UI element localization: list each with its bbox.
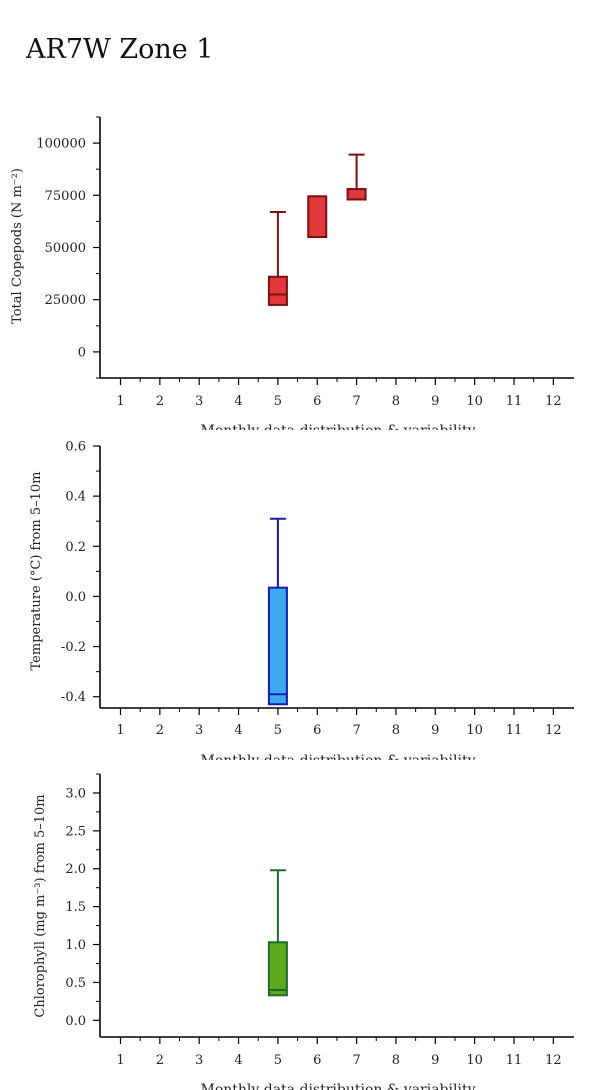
copepods-box	[346, 188, 367, 201]
copepods-y-label: Total Copepods (N m⁻²)	[10, 168, 25, 324]
copepods-xtick-label: 1	[116, 394, 124, 409]
chlorophyll-ytick-label: 0.5	[65, 976, 86, 991]
copepods-xtick-label: 7	[352, 394, 360, 409]
chlorophyll-ytick-label: 1.0	[65, 938, 86, 953]
temperature-box-chart: -0.4-0.20.00.20.40.61 2 3 4 5 6 7 8 9 10 11 12Tempe…	[29, 440, 574, 760]
chlorophyll-ytick-label: 3.0	[65, 786, 86, 801]
copepods-xtick-label: 9	[431, 394, 439, 409]
temperature-xtick-label: 11	[506, 723, 523, 738]
copepods-ytick-label: 50000	[45, 241, 86, 256]
chlorophyll-xtick-label: 12	[545, 1053, 562, 1068]
chlorophyll-xtick-label: 1	[116, 1053, 124, 1068]
temperature-chart-panel: -0.4 -0.2 0.0 0.2 0.4 0.6 1 2 3 4 5 6 7 8 9 10 11 12 Tempe…	[0, 432, 600, 760]
copepods-chart-panel: 0 25000 50000 75000 100000 1 2 3 4 5 6 7 8 9 10 11 12 Tot…	[0, 100, 600, 430]
copepods-xtick-label: 11	[506, 394, 523, 409]
chlorophyll-xtick-label: 7	[352, 1053, 360, 1068]
copepods-xtick-label: 6	[313, 394, 321, 409]
chlorophyll-xtick-label: 10	[466, 1053, 483, 1068]
copepods-x-label: Monthly data distribution & variability	[200, 423, 475, 430]
copepods-box-month-7	[346, 153, 367, 201]
chlorophyll-xtick-label: 9	[431, 1053, 439, 1068]
chlorophyll-ytick-label: 2.5	[65, 824, 86, 839]
temperature-xtick-label: 1	[116, 723, 124, 738]
chlorophyll-xtick-label: 4	[234, 1053, 242, 1068]
temperature-xtick-label: 4	[234, 723, 242, 738]
copepods-box-month-6	[307, 195, 328, 239]
temperature-xtick-label: 3	[195, 723, 203, 738]
temperature-xtick-label: 8	[392, 723, 400, 738]
temperature-xtick-label: 2	[156, 723, 164, 738]
chlorophyll-xtick-label: 6	[313, 1053, 321, 1068]
temperature-ytick-label: 0.0	[65, 590, 86, 605]
temperature-x-label: Monthly data distribution & variability	[200, 753, 475, 760]
copepods-xtick-label: 4	[234, 394, 242, 409]
copepods-ytick-label: 0	[78, 345, 86, 360]
temperature-xtick-label: 7	[352, 723, 360, 738]
temperature-xtick-label: 5	[274, 723, 282, 738]
chlorophyll-y-label: Chlorophyll (mg m⁻³) from 5–10m	[33, 794, 48, 1017]
temperature-ytick-label: 0.6	[65, 440, 86, 455]
temperature-xtick-label: 12	[545, 723, 562, 738]
chlorophyll-ytick-label: 2.0	[65, 862, 86, 877]
chlorophyll-box	[267, 941, 288, 997]
temperature-xtick-label: 9	[431, 723, 439, 738]
copepods-xtick-label: 5	[274, 394, 282, 409]
chlorophyll-ytick-label: 1.5	[65, 900, 86, 915]
copepods-box	[267, 275, 288, 306]
temperature-box-month-5	[267, 517, 288, 706]
temperature-ytick-label: -0.4	[61, 690, 86, 705]
copepods-ytick-label: 25000	[45, 293, 86, 308]
page-title: AR7W Zone 1	[26, 34, 214, 65]
chlorophyll-box-chart: 0.00.51.01.52.02.53.01 2 3 4 5 6 7 8 9 10 11 12Chlo…	[33, 773, 574, 1090]
copepods-ytick-label: 100000	[36, 137, 86, 152]
temperature-xtick-label: 6	[313, 723, 321, 738]
chlorophyll-ytick-label: 0.0	[65, 1014, 86, 1029]
chlorophyll-xtick-label: 2	[156, 1053, 164, 1068]
chlorophyll-chart-panel: 0.0 0.5 1.0 1.5 2.0 2.5 3.0 1 2 3 4 5 6 7 8 9 10 11 12 Chlo…	[0, 762, 600, 1090]
copepods-box-month-5	[267, 211, 288, 306]
copepods-xtick-label: 2	[156, 394, 164, 409]
chlorophyll-xtick-label: 8	[392, 1053, 400, 1068]
chlorophyll-box-month-5	[267, 869, 288, 997]
temperature-ytick-label: -0.2	[61, 640, 86, 655]
chlorophyll-xtick-label: 11	[506, 1053, 523, 1068]
chlorophyll-xtick-label: 3	[195, 1053, 203, 1068]
chlorophyll-x-label: Monthly data distribution & variability	[200, 1082, 475, 1090]
temperature-ytick-label: 0.2	[65, 540, 86, 555]
temperature-box	[267, 586, 288, 706]
temperature-ytick-label: 0.4	[65, 490, 86, 505]
copepods-box	[307, 195, 328, 239]
copepods-xtick-label: 10	[466, 394, 483, 409]
copepods-xtick-label: 8	[392, 394, 400, 409]
chlorophyll-xtick-label: 5	[274, 1053, 282, 1068]
copepods-xtick-label: 3	[195, 394, 203, 409]
temperature-y-label: Temperature (°C) from 5–10m	[29, 472, 44, 671]
temperature-xtick-label: 10	[466, 723, 483, 738]
copepods-ytick-label: 75000	[45, 189, 86, 204]
copepods-xtick-label: 12	[545, 394, 562, 409]
